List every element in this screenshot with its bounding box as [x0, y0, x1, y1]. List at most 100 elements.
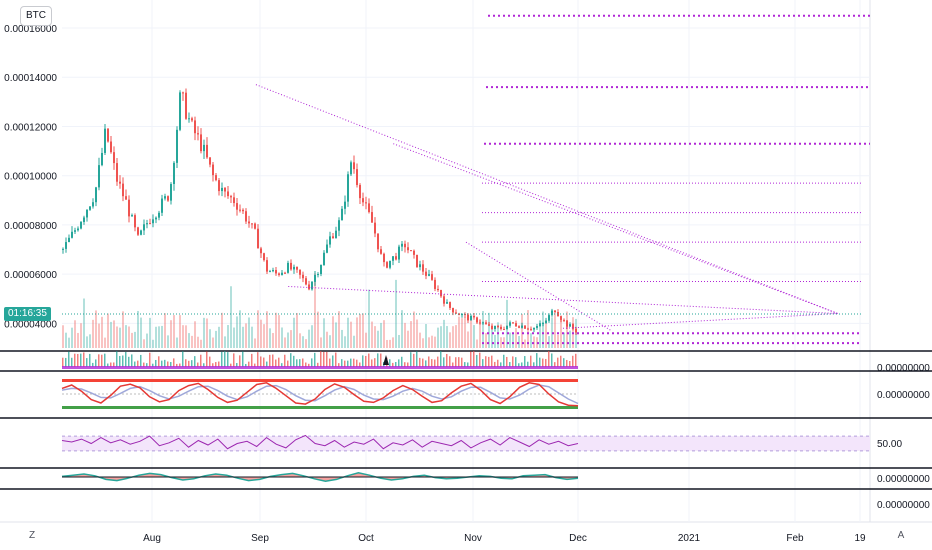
volume-oscillator-bar [296, 359, 298, 367]
volume-oscillator-bar [176, 363, 178, 367]
volume-oscillator-bar [524, 356, 526, 367]
volume-oscillator-bar [215, 362, 217, 367]
candle-body [311, 281, 313, 290]
volume-oscillator-bar [356, 359, 358, 367]
volume-oscillator-bar [551, 353, 553, 367]
volume-bar [215, 330, 217, 348]
volume-bar [236, 316, 238, 348]
candle-body [488, 324, 490, 326]
volume-oscillator-bar [167, 361, 169, 367]
volume-oscillator-bar [371, 359, 373, 367]
volume-oscillator-bar [563, 358, 565, 367]
volume-oscillator-bar [284, 354, 286, 367]
volume-bar [116, 326, 118, 348]
volume-oscillator-bar [110, 362, 112, 367]
candle-body [338, 220, 340, 231]
candle-body [71, 231, 73, 238]
volume-oscillator-bar [548, 351, 550, 367]
candle-body [152, 219, 154, 224]
volume-bar [245, 323, 247, 348]
volume-bar [464, 317, 466, 348]
volume-oscillator-bar [518, 363, 520, 367]
candle-body [323, 252, 325, 266]
volume-oscillator-bar [170, 362, 172, 367]
volume-bar [410, 321, 412, 348]
volume-bar [416, 319, 418, 348]
candle-body [188, 118, 190, 120]
volume-bar [500, 337, 502, 348]
candle-body [350, 162, 352, 175]
volume-oscillator-bar [200, 354, 202, 367]
volume-oscillator-bar [428, 356, 430, 367]
candle-body [530, 328, 532, 330]
volume-bar [398, 334, 400, 348]
candle-body [77, 228, 79, 231]
y-tick-label: 0.00004000 [4, 319, 57, 330]
volume-bar [299, 333, 301, 348]
trend-line [288, 285, 838, 315]
volume-oscillator-bar [77, 353, 79, 367]
candle-body [134, 215, 136, 228]
volume-bar [173, 315, 175, 348]
symbol-badge[interactable]: BTC [20, 6, 52, 26]
rsi-tick: 50.00 [877, 439, 902, 450]
volume-bar [119, 327, 121, 348]
volume-bar [206, 318, 208, 348]
volume-oscillator-bar [398, 359, 400, 367]
volume-bar [134, 331, 136, 348]
volume-oscillator-bar [143, 362, 145, 367]
volume-oscillator-bar [473, 351, 475, 367]
volume-oscillator-bar [572, 355, 574, 367]
lower-pane-tick: 0.00000000 [877, 500, 930, 511]
candle-body [263, 253, 265, 261]
volume-oscillator-bar [395, 362, 397, 367]
volume-oscillator-bar [392, 362, 394, 367]
candle-body [455, 312, 457, 314]
volume-oscillator-bar [374, 358, 376, 367]
volume-oscillator-bar [230, 363, 232, 367]
volume-oscillator-bar [389, 359, 391, 367]
candle-body [251, 223, 253, 225]
candle-body [62, 248, 64, 250]
volume-bar [164, 313, 166, 348]
candle-body [200, 134, 202, 152]
volume-bar [140, 317, 142, 348]
auto-button[interactable]: A [897, 530, 905, 541]
volume-bar [272, 333, 274, 348]
volume-bar [68, 337, 70, 348]
candle-body [95, 187, 97, 203]
volume-bar [263, 324, 265, 348]
volume-bar [446, 326, 448, 348]
volume-oscillator-bar [512, 356, 514, 367]
candle-body [317, 274, 319, 276]
volume-bar [227, 325, 229, 348]
candle-body [461, 314, 463, 316]
candle-body [182, 92, 184, 94]
volume-oscillator-bar [131, 354, 133, 367]
volume-oscillator-bar [479, 352, 481, 367]
volume-oscillator-bar [359, 362, 361, 367]
volume-oscillator-bar [92, 362, 94, 367]
volume-bar [188, 333, 190, 348]
volume-bar [152, 339, 154, 348]
x-tick-label: Dec [569, 533, 587, 544]
volume-oscillator-bar [260, 356, 262, 367]
candle-body [389, 260, 391, 268]
volume-oscillator-bar [353, 358, 355, 367]
auto-scale-button[interactable]: Z [28, 530, 36, 541]
volume-oscillator-bar [539, 357, 541, 367]
volume-bar [554, 310, 556, 348]
volume-bar [515, 328, 517, 348]
candle-body [452, 307, 454, 313]
candle-body [329, 236, 331, 245]
trend-line [255, 84, 838, 315]
candle-body [242, 209, 244, 212]
volume-bar [131, 332, 133, 348]
volume-bar [476, 339, 478, 348]
volume-oscillator-bar [89, 353, 91, 367]
volume-bar [452, 326, 454, 348]
volume-oscillator-bar [224, 351, 226, 367]
volume-bar [203, 317, 205, 348]
volume-bar [308, 329, 310, 348]
